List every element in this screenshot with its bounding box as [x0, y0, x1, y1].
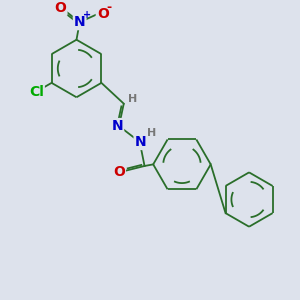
- Text: O: O: [97, 7, 109, 21]
- Text: Cl: Cl: [29, 85, 44, 99]
- Text: +: +: [83, 10, 91, 20]
- Text: H: H: [128, 94, 137, 104]
- Text: H: H: [147, 128, 157, 138]
- Text: -: -: [107, 1, 112, 13]
- Text: O: O: [113, 165, 125, 179]
- Text: N: N: [112, 119, 123, 133]
- Text: N: N: [74, 15, 85, 29]
- Text: N: N: [135, 135, 146, 149]
- Text: O: O: [55, 1, 66, 15]
